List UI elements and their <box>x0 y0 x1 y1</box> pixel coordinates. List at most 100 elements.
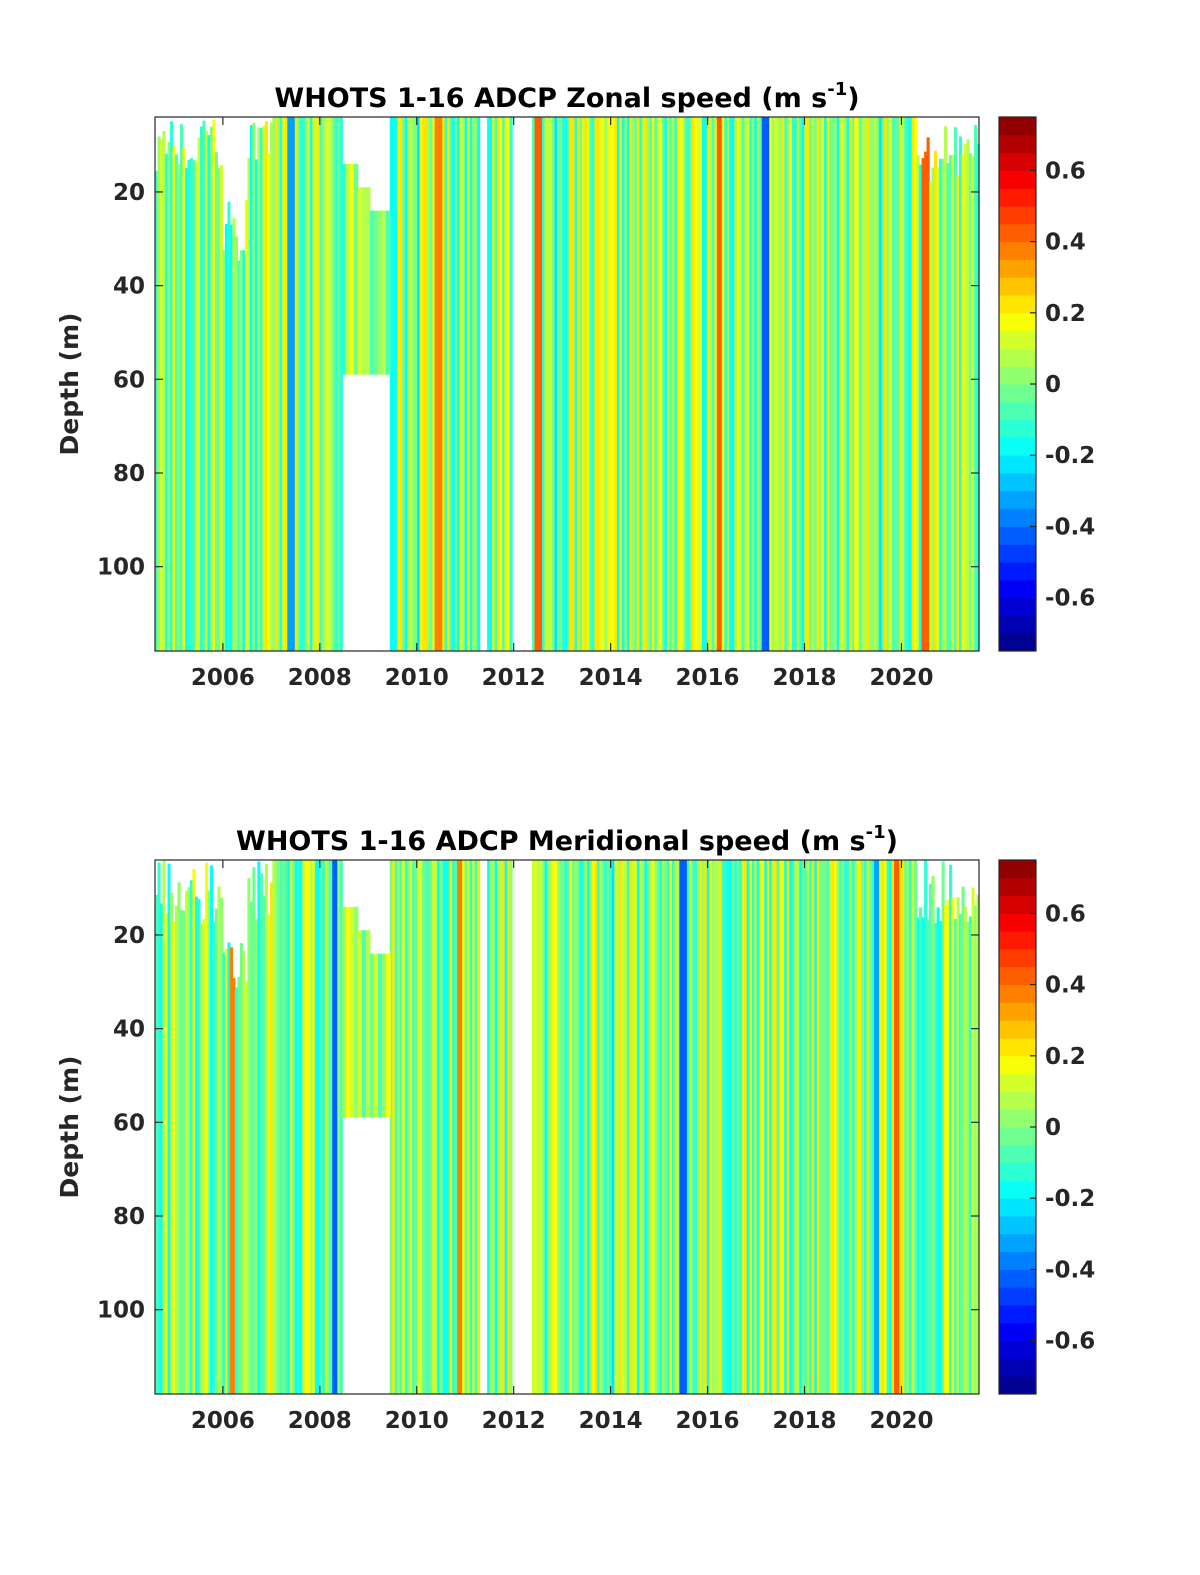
heatmap-cell <box>382 953 387 1118</box>
heatmap-cell <box>649 860 653 1394</box>
heatmap-cell <box>202 918 206 1394</box>
heatmap-cell <box>849 117 853 651</box>
heatmap-cell <box>274 860 278 1394</box>
heatmap-cell <box>871 860 875 1394</box>
heatmap-cell <box>252 122 256 652</box>
heatmap-cell <box>691 860 695 1394</box>
heatmap-cell <box>591 860 596 1394</box>
heatmap-cell <box>949 864 953 1394</box>
heatmap-cell <box>544 860 548 1394</box>
heatmap-cell <box>467 860 471 1394</box>
heatmap-cell <box>542 860 546 1394</box>
heatmap-cell <box>779 117 783 651</box>
heatmap-cell <box>774 860 778 1394</box>
heatmap-cell <box>884 117 888 651</box>
heatmap-cell <box>891 117 895 651</box>
heatmap-cell <box>402 860 406 1394</box>
heatmap-cell <box>427 860 431 1394</box>
heatmap-cell <box>539 117 543 651</box>
heatmap-cell <box>282 860 286 1394</box>
heatmap-cell <box>492 117 496 651</box>
y-tick-label: 60 <box>113 367 145 393</box>
heatmap-cell <box>172 920 176 1394</box>
y-tick-label: 100 <box>97 555 145 581</box>
colorbar-level <box>999 508 1036 527</box>
heatmap-cell <box>365 187 371 375</box>
heatmap-cell <box>349 906 355 1118</box>
heatmap-cell <box>839 117 843 651</box>
heatmap-cell <box>801 117 805 651</box>
heatmap-cell <box>437 117 441 651</box>
heatmap-cell <box>199 126 204 652</box>
heatmap-cell <box>399 117 403 651</box>
heatmap-cell <box>353 163 359 375</box>
heatmap-cell <box>472 860 476 1394</box>
data-gaps <box>341 906 391 1118</box>
heatmap-cell <box>429 860 433 1394</box>
heatmap-cell <box>239 250 243 651</box>
heatmap-cell <box>974 124 978 652</box>
heatmap-cell <box>397 860 401 1394</box>
heatmap-cell <box>639 117 643 651</box>
heatmap-cell <box>706 117 710 651</box>
heatmap-cell <box>507 860 511 1394</box>
heatmap-cell <box>392 117 396 651</box>
heatmap-cell <box>761 860 765 1394</box>
heatmap-cell <box>269 122 273 651</box>
heatmap-cell <box>217 886 221 1394</box>
heatmap-cell <box>629 860 633 1394</box>
heatmap-cell <box>701 860 705 1394</box>
heatmap-cell <box>557 860 561 1394</box>
heatmap-cell <box>671 860 675 1394</box>
heatmap-cell <box>287 117 291 651</box>
heatmap-cell <box>769 860 773 1394</box>
heatmap-cell <box>771 860 775 1394</box>
heatmap-cell <box>237 976 241 1394</box>
heatmap-cell <box>701 117 705 651</box>
heatmap-cell <box>349 163 355 375</box>
heatmap-cell <box>721 117 725 651</box>
colorbar-level <box>999 1073 1036 1092</box>
heatmap-cell <box>292 117 296 651</box>
heatmap-cell <box>686 860 690 1394</box>
heatmap-cell <box>929 883 933 1394</box>
heatmap-cell <box>836 860 840 1394</box>
heatmap-cell <box>277 117 281 651</box>
heatmap-cell <box>576 860 581 1394</box>
heatmap-cell <box>474 860 478 1394</box>
colorbar-level <box>999 1251 1036 1270</box>
x-tick-label: 2008 <box>288 665 352 691</box>
heatmap-cell <box>569 117 573 651</box>
colorbar-level <box>999 1091 1036 1110</box>
heatmap-cell <box>357 187 363 375</box>
heatmap-cell <box>969 153 973 651</box>
heatmap-cell <box>509 860 513 1394</box>
heatmap-cell <box>224 948 229 1394</box>
heatmap-cell <box>811 860 815 1394</box>
heatmap-cell <box>711 117 715 651</box>
heatmap-cell <box>494 117 498 651</box>
heatmap-cell <box>859 117 863 651</box>
heatmap-cell <box>537 117 541 651</box>
heatmap-cell <box>784 860 788 1394</box>
colorbar-level <box>999 1322 1036 1342</box>
heatmap-cell <box>169 892 174 1394</box>
heatmap-cell <box>894 117 898 651</box>
colorbar-level <box>999 152 1036 171</box>
x-tick-label: 2012 <box>482 665 546 691</box>
heatmap-cell <box>307 860 311 1394</box>
heatmap-cell <box>297 117 301 651</box>
heatmap-cell <box>492 860 496 1394</box>
heatmap-cell <box>739 860 743 1394</box>
heatmap-cell <box>309 860 313 1394</box>
colorbar-level <box>999 913 1036 932</box>
x-axis: 2006 2008 2010 2012 2014 2016 2018 2020 <box>191 860 933 1434</box>
heatmap-cell <box>816 117 820 651</box>
heatmap-cell <box>209 865 214 1394</box>
heatmap-cell <box>751 860 755 1394</box>
heatmap-cell <box>544 117 548 651</box>
heatmap-cell <box>564 117 568 651</box>
heatmap-cell <box>644 117 648 651</box>
colorbar-tick-label: 0.4 <box>1045 973 1086 999</box>
colorbar-tick-label: 0.6 <box>1045 901 1086 927</box>
